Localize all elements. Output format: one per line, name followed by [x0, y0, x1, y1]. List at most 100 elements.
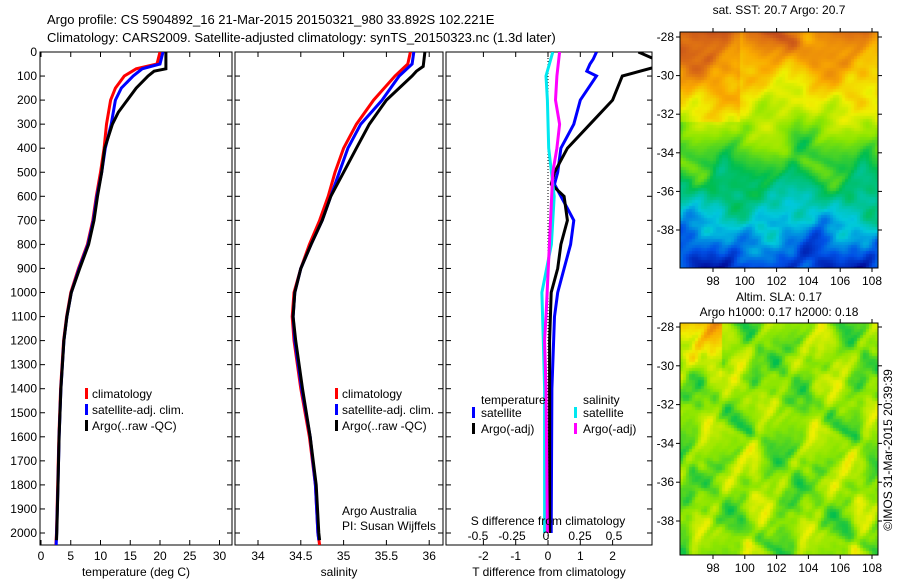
x-tick-label: 98	[706, 561, 720, 575]
legend-swatch	[472, 407, 475, 418]
legend-swatch	[335, 388, 338, 399]
x-tick-label: 108	[862, 274, 882, 288]
x-tick-label: -1	[510, 549, 521, 563]
x-tick-label: 0	[545, 549, 552, 563]
y-tick-label: 1900	[10, 502, 37, 516]
y-tick-label: -30	[657, 359, 675, 373]
y-tick-label: -32	[657, 398, 675, 412]
legend-swatch	[472, 423, 475, 434]
x-tick-label: 34	[251, 549, 265, 563]
panel-temp: 0100200300400500600700800900100011001200…	[10, 45, 233, 579]
legend-swatch	[85, 420, 88, 431]
y-tick-label: 1700	[10, 454, 37, 468]
x-tick-label: 108	[862, 561, 882, 575]
panel-diff: -2 -1 0 1 2 T difference from climatology	[445, 51, 653, 579]
x-tick-label: 104	[798, 274, 818, 288]
y-tick-label: 1500	[10, 406, 37, 420]
x-axis-label: T difference from climatology	[472, 565, 626, 579]
legend-swatch	[574, 423, 577, 434]
y-tick-label: 1800	[10, 478, 37, 492]
y-tick-label: 1200	[10, 334, 37, 348]
y-tick-label: 100	[17, 69, 37, 83]
x-axis-label: salinity	[321, 565, 358, 579]
map-axes-sst: 98 100 102 104 106 108 -28 -30 -32 -34 -36 -38 sat. …	[657, 3, 883, 288]
y-tick-label: -36	[657, 475, 675, 489]
series-argo-raw-qc-	[55, 52, 168, 541]
x-tick-label: 98	[706, 274, 720, 288]
annotation-text: Argo Australia	[342, 504, 417, 518]
series-temperature-satellite	[549, 52, 599, 534]
x-tick-label: -2	[478, 549, 489, 563]
x-tick-label: 10	[94, 549, 108, 563]
x-tick-label: 0	[38, 549, 45, 563]
legend-title-salinity: salinity	[583, 393, 620, 407]
legend-label: Argo(..raw -QC)	[92, 419, 177, 433]
y-tick-label: 1300	[10, 358, 37, 372]
title-line-1: Argo profile: CS 5904892_16 21-Mar-2015 …	[47, 12, 495, 27]
map-frame	[679, 31, 879, 269]
y-tick-label: 2000	[10, 526, 37, 540]
x-tick-label: 106	[830, 561, 850, 575]
legend-swatch	[335, 420, 338, 431]
y-tick-label: 600	[17, 189, 37, 203]
y-tick-label: 700	[17, 213, 37, 227]
x-tick-label: 35	[337, 549, 351, 563]
y-tick-label: -36	[657, 184, 675, 198]
x-tick-label: 36	[423, 549, 437, 563]
annotation-text: PI: Susan Wijffels	[342, 519, 436, 533]
title-line-2: Climatology: CARS2009. Satellite-adjuste…	[47, 30, 556, 45]
x2-tick-label: 0.5	[606, 529, 623, 543]
legend-label: Argo(-adj)	[583, 422, 636, 436]
y-tick-label: -38	[657, 223, 675, 237]
x-tick-label: 15	[124, 549, 138, 563]
y-tick-label: 300	[17, 117, 37, 131]
map-axes-sla: 98 100 102 104 106 108 -28 -30 -32 -34 -36 -38 Altim…	[657, 290, 883, 575]
y-tick-label: 900	[17, 261, 37, 275]
y-tick-label: -32	[657, 107, 675, 121]
y-tick-label: -34	[657, 146, 675, 160]
legend-swatch	[85, 404, 88, 415]
x2-axis-label: S difference from climatology	[471, 514, 626, 528]
x-tick-label: 20	[153, 549, 167, 563]
y-tick-label: -28	[657, 30, 675, 44]
y-tick-label: 400	[17, 141, 37, 155]
x-tick-label: 35.5	[375, 549, 399, 563]
y-tick-label: 200	[17, 93, 37, 107]
legend-label: Argo(-adj)	[481, 422, 534, 436]
legend-label: Argo(..raw -QC)	[342, 419, 427, 433]
legend-label: satellite-adj. clim.	[342, 403, 434, 417]
y-tick-label: 500	[17, 165, 37, 179]
x-tick-label: 2	[609, 549, 616, 563]
map-title: Argo h1000: 0.17 h2000: 0.18	[700, 305, 859, 319]
plot-frame	[445, 51, 653, 546]
y-tick-label: -34	[657, 436, 675, 450]
legend-label: satellite	[481, 406, 522, 420]
sla-map	[680, 323, 878, 555]
x-tick-label: 34.5	[289, 549, 313, 563]
plot-frame	[39, 51, 233, 546]
x-axis-label: temperature (deg C)	[82, 565, 190, 579]
y-tick-label: -28	[657, 320, 675, 334]
y-tick-label: 0	[30, 45, 37, 59]
series-argo-raw-qc-	[291, 52, 427, 541]
x-tick-label: 102	[767, 561, 787, 575]
y-tick-label: 1100	[11, 310, 37, 324]
y-tick-label: 1000	[10, 286, 37, 300]
x-tick-label: 25	[183, 549, 197, 563]
x-tick-label: 100	[735, 274, 755, 288]
x2-tick-label: -0.25	[498, 529, 526, 543]
y-tick-label: -38	[657, 514, 675, 528]
x-tick-label: 102	[767, 274, 787, 288]
x2-tick-label: 0.25	[568, 529, 592, 543]
legend-label: climatology	[342, 387, 402, 401]
x-tick-label: 1	[577, 549, 584, 563]
legend-title-temperature: temperature	[481, 393, 546, 407]
y-tick-label: 1600	[10, 430, 37, 444]
x2-tick-label: -0.5	[468, 529, 489, 543]
x2-tick-label: 0	[543, 529, 550, 543]
x-tick-label: 5	[67, 549, 74, 563]
series-salinity-argo-adj-	[543, 52, 562, 534]
